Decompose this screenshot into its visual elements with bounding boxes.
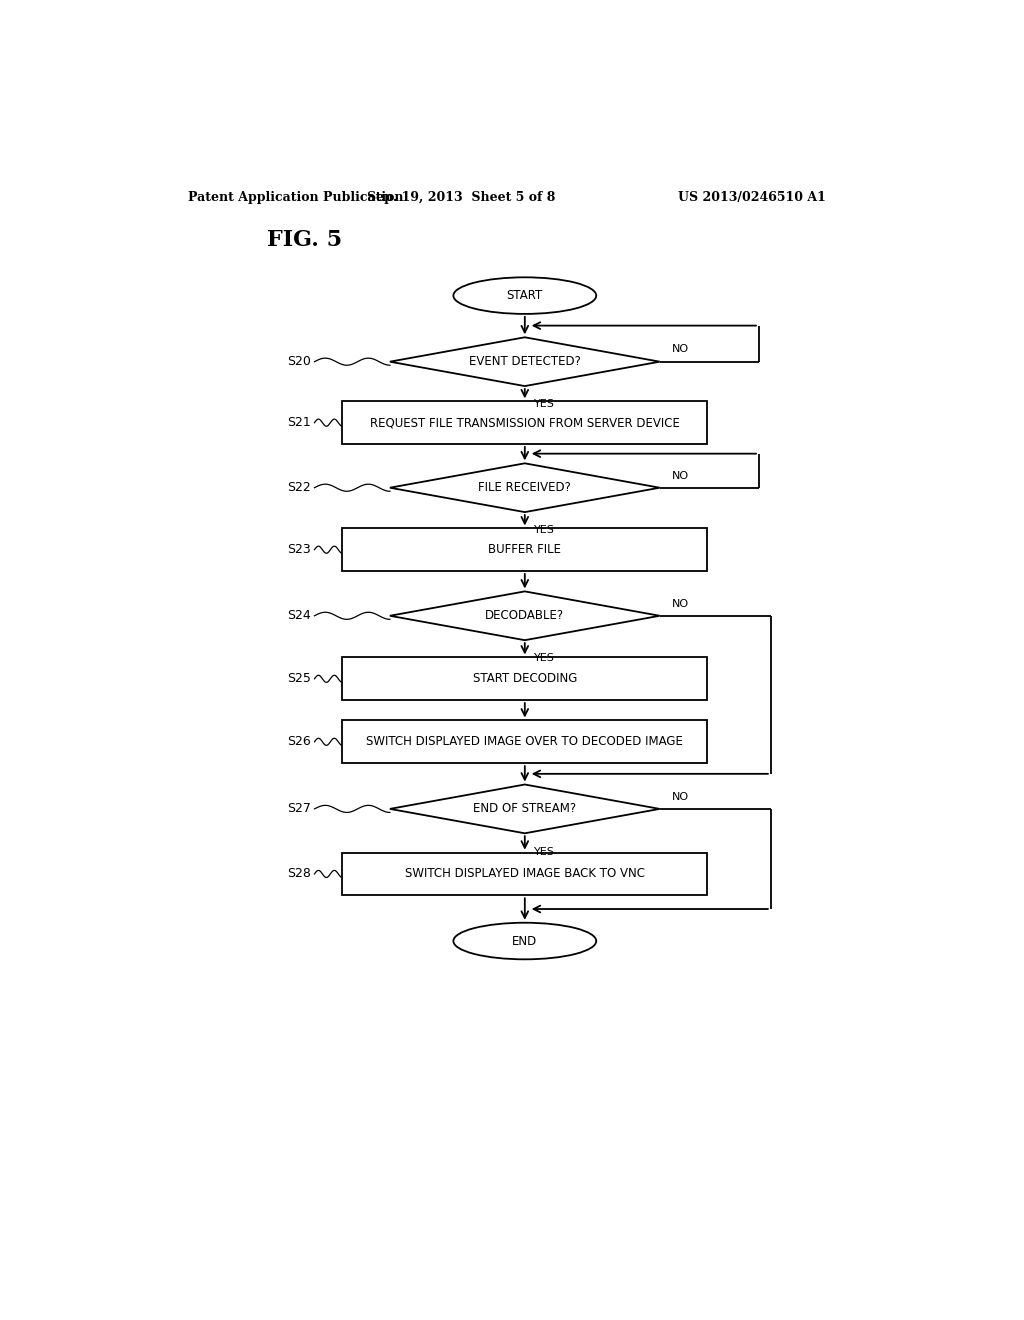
Text: DECODABLE?: DECODABLE? — [485, 610, 564, 622]
Text: YES: YES — [535, 400, 555, 409]
Text: FILE RECEIVED?: FILE RECEIVED? — [478, 482, 571, 494]
Text: FIG. 5: FIG. 5 — [267, 228, 342, 251]
Bar — [342, 853, 708, 895]
Text: YES: YES — [535, 846, 555, 857]
Text: EVENT DETECTED?: EVENT DETECTED? — [469, 355, 581, 368]
Text: S24: S24 — [287, 610, 310, 622]
Text: S26: S26 — [287, 735, 310, 748]
Bar — [342, 401, 708, 444]
Ellipse shape — [454, 923, 596, 960]
Polygon shape — [390, 784, 659, 833]
Text: END OF STREAM?: END OF STREAM? — [473, 803, 577, 816]
Text: S20: S20 — [287, 355, 310, 368]
Text: SWITCH DISPLAYED IMAGE OVER TO DECODED IMAGE: SWITCH DISPLAYED IMAGE OVER TO DECODED I… — [367, 735, 683, 748]
Text: S27: S27 — [287, 803, 310, 816]
Ellipse shape — [454, 277, 596, 314]
Bar — [342, 657, 708, 700]
Text: S28: S28 — [287, 867, 310, 880]
Text: NO: NO — [672, 598, 689, 609]
Text: S25: S25 — [287, 672, 310, 685]
Text: S22: S22 — [287, 482, 310, 494]
Text: S23: S23 — [287, 544, 310, 556]
Text: SWITCH DISPLAYED IMAGE BACK TO VNC: SWITCH DISPLAYED IMAGE BACK TO VNC — [404, 867, 645, 880]
Text: REQUEST FILE TRANSMISSION FROM SERVER DEVICE: REQUEST FILE TRANSMISSION FROM SERVER DE… — [370, 416, 680, 429]
Text: START DECODING: START DECODING — [473, 672, 577, 685]
Polygon shape — [390, 338, 659, 385]
Text: YES: YES — [535, 653, 555, 664]
Text: BUFFER FILE: BUFFER FILE — [488, 544, 561, 556]
Text: YES: YES — [535, 525, 555, 536]
Text: Patent Application Publication: Patent Application Publication — [187, 190, 403, 203]
Bar — [342, 528, 708, 572]
Text: Sep. 19, 2013  Sheet 5 of 8: Sep. 19, 2013 Sheet 5 of 8 — [368, 190, 555, 203]
Text: S21: S21 — [287, 416, 310, 429]
Bar — [342, 721, 708, 763]
Text: START: START — [507, 289, 543, 302]
Text: NO: NO — [672, 470, 689, 480]
Text: NO: NO — [672, 792, 689, 801]
Polygon shape — [390, 591, 659, 640]
Text: END: END — [512, 935, 538, 948]
Text: NO: NO — [672, 345, 689, 355]
Polygon shape — [390, 463, 659, 512]
Text: US 2013/0246510 A1: US 2013/0246510 A1 — [679, 190, 826, 203]
